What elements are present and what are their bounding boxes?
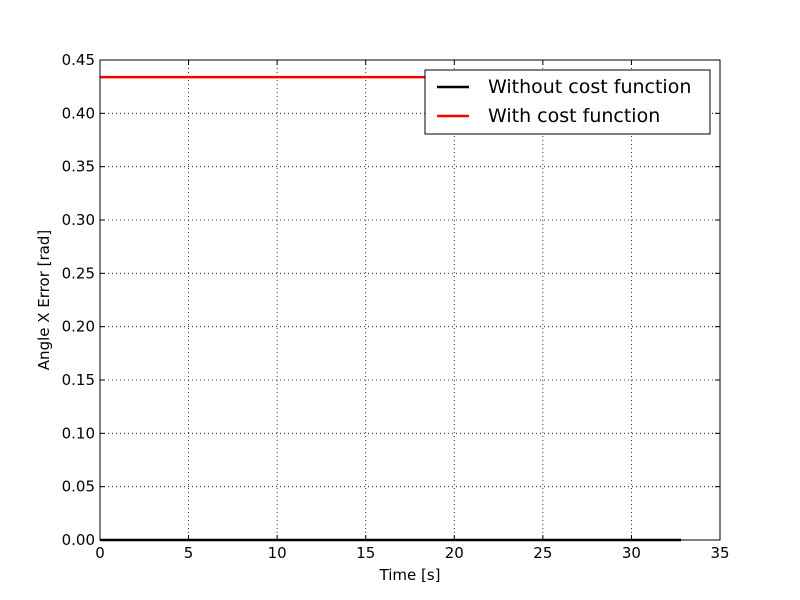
y-tick-label: 0.15 [62, 371, 95, 389]
y-tick-label: 0.45 [62, 51, 95, 69]
x-axis-label: Time [s] [379, 566, 441, 584]
y-tick-label: 0.25 [62, 264, 95, 282]
legend: Without cost function With cost function [424, 69, 711, 135]
y-tick-labels: 0.00 0.05 0.10 0.15 0.20 0.25 0.30 0.35 0.40 0.45 [62, 51, 95, 549]
y-tick-label: 0.20 [62, 318, 95, 336]
x-tick-labels: 0 5 10 15 20 25 30 35 [95, 544, 729, 562]
axis-ticks [99, 59, 721, 541]
legend-box [424, 69, 711, 135]
y-tick-label: 0.35 [62, 158, 95, 176]
x-tick-label: 10 [268, 544, 287, 562]
x-tick-label: 35 [710, 544, 729, 562]
y-axis-label: Angle X Error [rad] [35, 230, 53, 370]
y-tick-label: 0.40 [62, 104, 95, 122]
y-tick-label: 0.10 [62, 424, 95, 442]
plot-area [100, 60, 720, 540]
legend-label-with-cost: With cost function [488, 105, 660, 127]
x-tick-label: 20 [445, 544, 464, 562]
y-tick-label: 0.30 [62, 211, 95, 229]
y-tick-label: 0.00 [62, 531, 95, 549]
x-tick-label: 0 [95, 544, 105, 562]
plot-frame [99, 59, 721, 541]
y-tick-label: 0.05 [62, 478, 95, 496]
x-tick-label: 25 [533, 544, 552, 562]
x-tick-label: 15 [356, 544, 375, 562]
x-tick-label: 5 [184, 544, 194, 562]
x-tick-label: 30 [622, 544, 641, 562]
legend-label-without-cost: Without cost function [488, 76, 691, 98]
